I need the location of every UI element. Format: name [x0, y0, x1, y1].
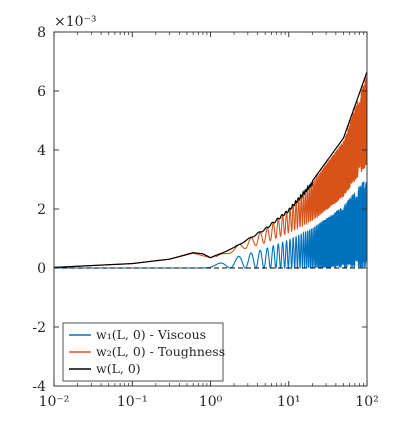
legend-label: w(L, 0) [96, 361, 141, 376]
y-tick-label: -2 [32, 320, 46, 336]
y-tick-label: 0 [37, 261, 46, 277]
x-tick-label: 10¹ [277, 394, 300, 410]
series-viscous-line [54, 181, 367, 270]
y-tick-label: 4 [37, 143, 46, 159]
y-tick-label: 8 [37, 25, 46, 41]
series-toughness-line [54, 76, 367, 268]
series-total-line [54, 71, 367, 269]
y-multiplier-label: ×10⁻³ [54, 14, 97, 30]
legend-label: w₂(L, 0) - Toughness [96, 344, 225, 359]
x-tick-label: 10⁻² [39, 394, 70, 410]
y-tick-label: 6 [37, 84, 46, 100]
tick-labels: -4 -2 0 2 4 6 8 10⁻² 10⁻¹ 10⁰ 10¹ 10² [32, 25, 378, 410]
x-tick-label: 10² [355, 394, 378, 410]
x-tick-label: 10⁰ [199, 394, 223, 410]
tick-marks [53, 31, 368, 387]
legend: w₁(L, 0) - Viscous w₂(L, 0) - Toughness w(… [62, 322, 225, 382]
legend-label: w₁(L, 0) - Viscous [96, 327, 206, 342]
y-tick-label: -4 [32, 379, 46, 395]
y-tick-label: 2 [37, 202, 46, 218]
x-tick-label: 10⁻¹ [117, 394, 148, 410]
